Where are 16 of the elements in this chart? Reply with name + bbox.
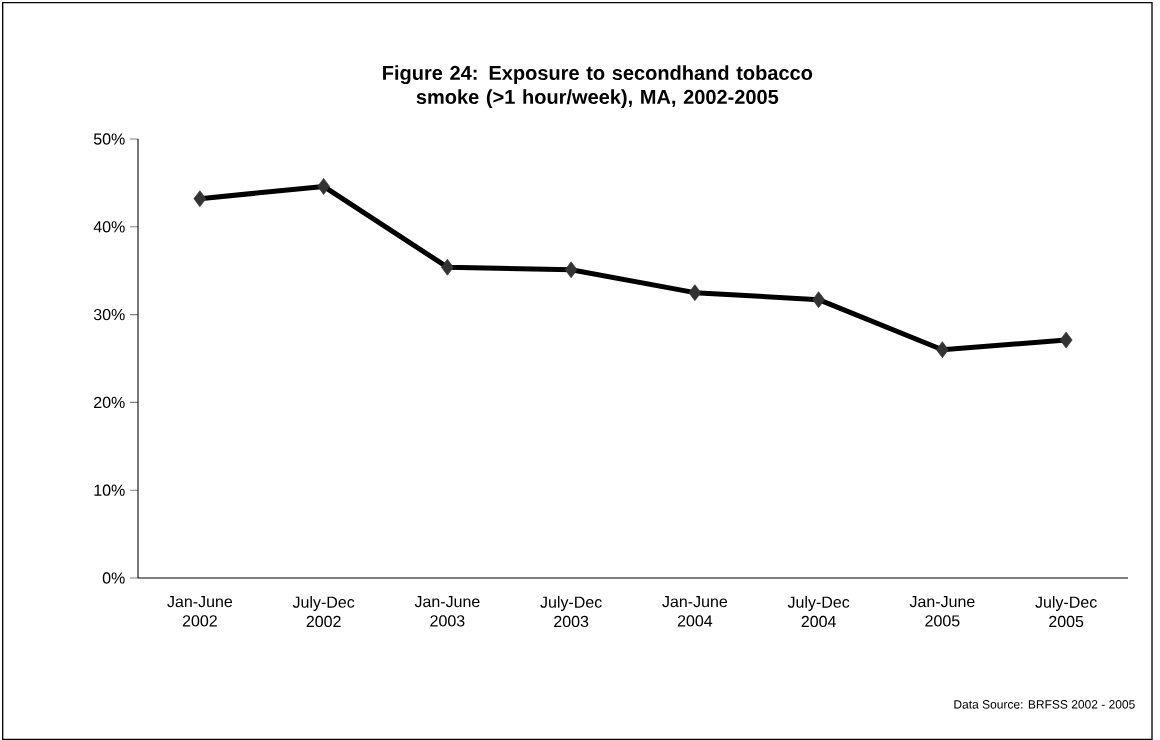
x-tick-label: Jan-June 2005 bbox=[909, 596, 975, 627]
y-tick-label: 30% bbox=[93, 308, 125, 321]
x-tick-label: Jan-June 2003 bbox=[414, 596, 480, 627]
x-tick-label: July-Dec 2004 bbox=[787, 596, 850, 628]
x-tick-label: July-Dec 2005 bbox=[1035, 596, 1097, 628]
x-tick-label: Jan-June 2004 bbox=[662, 596, 728, 627]
y-tick-label: 20% bbox=[94, 396, 125, 409]
chart-title: Figure 24: Exposure to secondhand tobacco smoke (>1 hour/week), MA, 2002-2005 bbox=[383, 65, 813, 108]
y-tick-label: 0% bbox=[102, 572, 125, 584]
y-tick-label: 10% bbox=[94, 484, 125, 496]
x-tick-label: Jan-June 2002 bbox=[167, 596, 233, 627]
source-note: Data Source: BRFSS 2002 - 2005 bbox=[954, 700, 1135, 709]
x-tick-label: July-Dec 2002 bbox=[292, 596, 355, 628]
y-tick-label: 40% bbox=[93, 221, 125, 233]
y-tick-label: 50% bbox=[93, 133, 125, 145]
x-tick-label: July-Dec 2003 bbox=[540, 596, 602, 628]
